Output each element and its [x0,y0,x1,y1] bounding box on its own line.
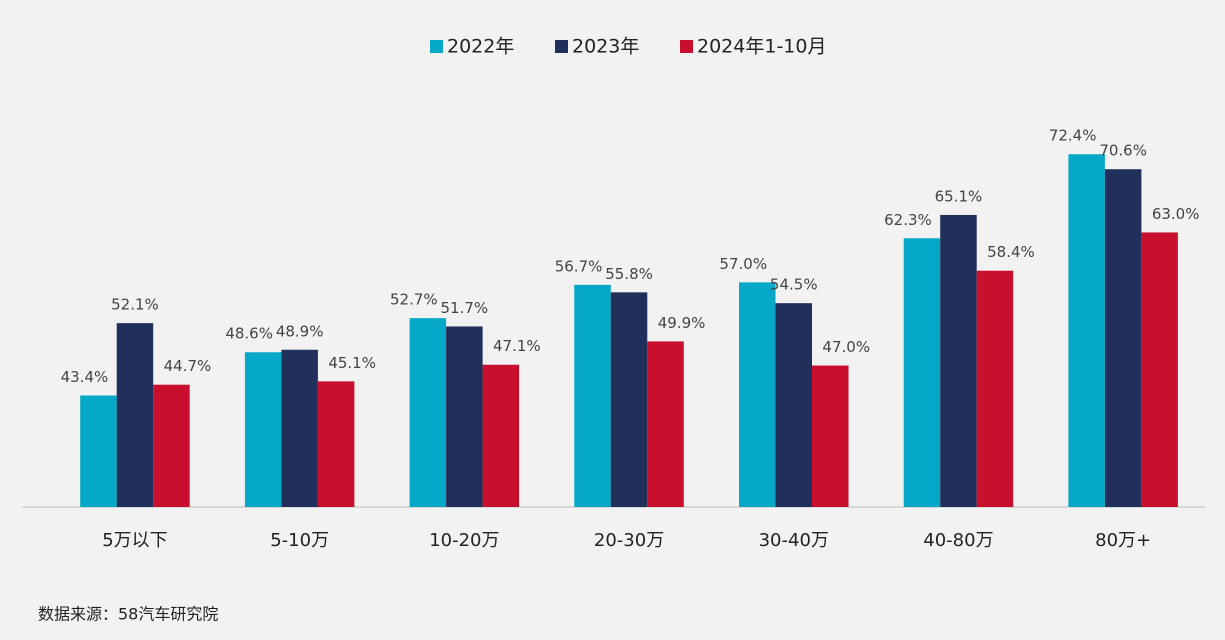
bar [739,282,776,507]
bar [244,352,282,507]
bar [574,284,611,507]
bar [1141,232,1178,507]
bar [482,364,520,507]
value-label: 63.0% [1152,205,1200,223]
bar [903,238,941,507]
value-label: 72.4% [1049,127,1097,145]
bar [116,323,154,507]
bar [976,270,1014,507]
value-label: 51.7% [441,299,489,317]
legend-label: 2022年 [447,36,514,58]
bar [1104,169,1142,507]
value-label: 55.8% [605,265,653,283]
legend-swatch [430,40,443,53]
x-tick-label: 40-80万 [923,530,993,551]
value-label: 57.0% [719,255,767,273]
bar [1068,154,1105,507]
bar [647,341,684,507]
value-label: 52.1% [111,296,159,314]
bar [610,292,648,507]
value-label: 47.0% [822,338,870,356]
bar [281,349,318,507]
x-tick-label: 10-20万 [429,530,499,551]
value-label: 52.7% [390,291,438,309]
x-tick-label: 5万以下 [102,530,167,551]
bar [446,326,483,507]
bar [812,365,849,507]
legend-swatch [680,40,693,53]
value-label: 44.7% [164,357,212,375]
value-label: 65.1% [935,187,983,205]
x-tick-label: 80万+ [1095,530,1151,551]
source-note: 数据来源：58汽车研究院 [38,605,218,624]
value-label: 48.6% [225,325,273,343]
bar [940,214,977,507]
legend-label: 2023年 [572,36,639,58]
value-label: 62.3% [884,211,932,229]
bar [80,395,117,507]
legend-label: 2024年1-10月 [697,36,826,58]
bar [153,384,190,507]
x-tick-label: 30-40万 [759,530,829,551]
value-label: 45.1% [328,354,376,372]
bar [317,381,355,507]
bar [775,303,812,507]
x-tick-label: 20-30万 [594,530,664,551]
value-label: 70.6% [1099,142,1147,160]
bar [409,318,447,507]
value-label: 54.5% [770,276,818,294]
legend-swatch [555,40,568,53]
value-label: 43.4% [61,368,109,386]
value-label: 49.9% [658,314,706,332]
value-label: 58.4% [987,243,1035,261]
value-label: 56.7% [555,257,603,275]
value-label: 48.9% [276,322,324,340]
value-label: 47.1% [493,337,541,355]
x-tick-label: 5-10万 [270,530,329,551]
